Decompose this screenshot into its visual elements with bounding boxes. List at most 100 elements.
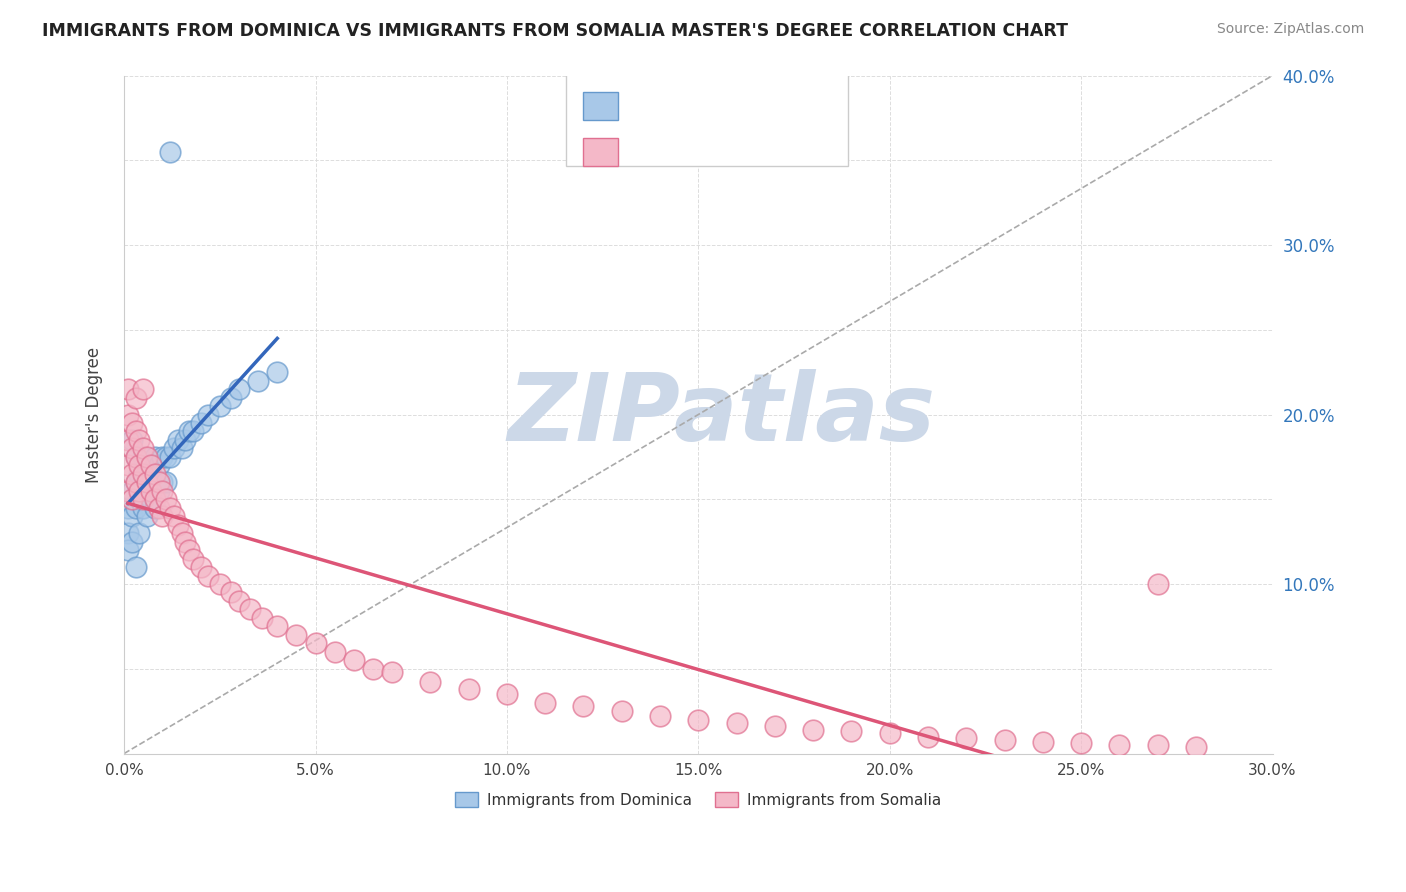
Point xyxy=(132,450,155,464)
Text: R =  0.262: R = 0.262 xyxy=(631,97,731,115)
Point xyxy=(117,382,139,396)
Point xyxy=(239,602,262,616)
Point xyxy=(136,483,159,498)
Point xyxy=(174,534,197,549)
Point xyxy=(197,408,219,422)
Text: N = 74: N = 74 xyxy=(749,143,810,161)
Point xyxy=(159,145,181,159)
Point xyxy=(1032,734,1054,748)
Point xyxy=(121,416,143,430)
Point xyxy=(166,517,188,532)
Point xyxy=(139,483,162,498)
Point xyxy=(121,442,143,456)
Point xyxy=(250,611,273,625)
Point xyxy=(181,425,204,439)
Point xyxy=(117,433,139,447)
FancyBboxPatch shape xyxy=(583,92,619,120)
Point xyxy=(139,458,162,473)
Text: R = -0.381: R = -0.381 xyxy=(631,143,731,161)
Point xyxy=(117,483,139,498)
Point xyxy=(139,467,162,481)
Point xyxy=(228,382,250,396)
Point xyxy=(121,467,143,481)
Point xyxy=(136,458,159,473)
Point xyxy=(801,723,824,737)
Text: ZIPatlas: ZIPatlas xyxy=(508,368,935,460)
Point xyxy=(221,391,243,405)
Text: N = 45: N = 45 xyxy=(749,97,810,115)
Point xyxy=(190,560,212,574)
Point xyxy=(117,408,139,422)
Point xyxy=(139,492,162,507)
Point xyxy=(285,628,308,642)
Point xyxy=(117,526,139,541)
Point xyxy=(763,719,786,733)
Point xyxy=(117,500,139,515)
Point xyxy=(121,433,143,447)
Point xyxy=(648,709,671,723)
Point xyxy=(174,433,197,447)
Point xyxy=(136,475,159,490)
Text: Source: ZipAtlas.com: Source: ZipAtlas.com xyxy=(1216,22,1364,37)
Point xyxy=(143,475,166,490)
Point xyxy=(993,733,1015,747)
Point xyxy=(136,450,159,464)
FancyBboxPatch shape xyxy=(567,43,848,166)
Point xyxy=(121,492,143,507)
Point xyxy=(917,730,939,744)
Point xyxy=(152,475,174,490)
Point xyxy=(247,374,270,388)
Point xyxy=(457,682,479,697)
Legend: Immigrants from Dominica, Immigrants from Somalia: Immigrants from Dominica, Immigrants fro… xyxy=(449,786,948,814)
Point xyxy=(128,526,150,541)
Point xyxy=(117,543,139,558)
Point xyxy=(343,653,366,667)
Point xyxy=(190,416,212,430)
Point xyxy=(841,724,863,739)
Point xyxy=(955,731,977,746)
Point xyxy=(572,699,595,714)
Point xyxy=(136,509,159,524)
Point xyxy=(166,433,188,447)
Point xyxy=(323,645,346,659)
Point xyxy=(179,543,201,558)
Point xyxy=(266,619,288,633)
Point xyxy=(381,665,404,680)
Point xyxy=(159,500,181,515)
Point xyxy=(128,492,150,507)
Point xyxy=(181,551,204,566)
Point xyxy=(124,425,146,439)
Point xyxy=(688,713,710,727)
Point xyxy=(496,687,519,701)
Point xyxy=(419,675,441,690)
Point xyxy=(159,450,181,464)
Point xyxy=(879,726,901,740)
Point xyxy=(124,560,146,574)
Point xyxy=(155,492,177,507)
Point xyxy=(124,450,146,464)
Point xyxy=(128,467,150,481)
Point xyxy=(155,450,177,464)
Point xyxy=(228,594,250,608)
Y-axis label: Master's Degree: Master's Degree xyxy=(86,346,103,483)
Point xyxy=(124,391,146,405)
Point xyxy=(132,442,155,456)
Point xyxy=(121,483,143,498)
Point xyxy=(148,500,170,515)
Text: IMMIGRANTS FROM DOMINICA VS IMMIGRANTS FROM SOMALIA MASTER'S DEGREE CORRELATION : IMMIGRANTS FROM DOMINICA VS IMMIGRANTS F… xyxy=(42,22,1069,40)
Point xyxy=(143,450,166,464)
Point xyxy=(121,534,143,549)
Point xyxy=(1185,739,1208,754)
Point xyxy=(128,483,150,498)
Point xyxy=(124,475,146,490)
Point xyxy=(128,433,150,447)
Point xyxy=(170,526,193,541)
Point xyxy=(163,442,186,456)
Point xyxy=(124,500,146,515)
Point xyxy=(128,458,150,473)
Point xyxy=(1108,738,1130,752)
Point xyxy=(121,509,143,524)
Point xyxy=(361,662,384,676)
Point xyxy=(132,467,155,481)
Point xyxy=(304,636,326,650)
